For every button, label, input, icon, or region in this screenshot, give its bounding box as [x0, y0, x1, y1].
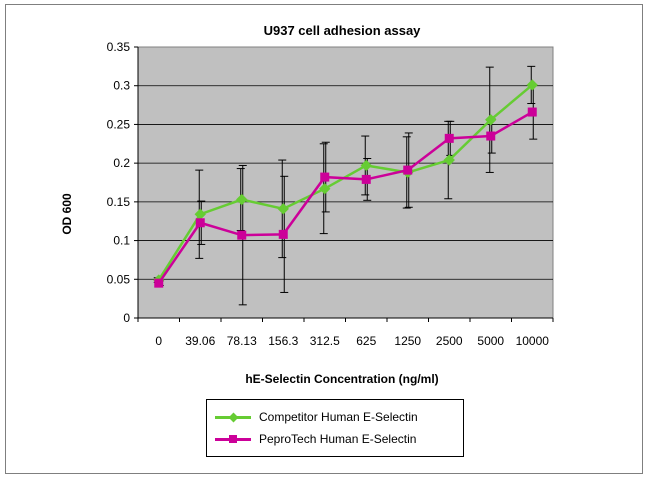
chart-svg: U937 cell adhesion assay OD 600 hE-Selec…: [60, 23, 554, 386]
x-tick-label: 312.5: [310, 334, 340, 348]
y-tick-label: 0.15: [107, 195, 131, 209]
legend-entry-competitor: Competitor Human E-Selectin: [213, 408, 418, 426]
x-tick-label: 625: [356, 334, 376, 348]
x-tick-label: 0: [155, 334, 162, 348]
y-tick-label: 0.1: [113, 234, 130, 248]
x-axis-label: hE-Selectin Concentration (ng/ml): [245, 372, 438, 386]
x-tick-label: 2500: [436, 334, 463, 348]
legend-label-competitor: Competitor Human E-Selectin: [259, 410, 418, 424]
data-point: [527, 107, 537, 117]
legend-swatch-competitor: [213, 408, 253, 426]
legend-label-peprotech: PeproTech Human E-Selectin: [259, 432, 417, 446]
y-tick-label: 0.3: [113, 79, 130, 93]
data-point: [444, 133, 454, 143]
data-point: [236, 193, 248, 206]
chart-frame: U937 cell adhesion assay OD 600 hE-Selec…: [5, 4, 643, 474]
data-point: [154, 278, 164, 288]
chart-legend: Competitor Human E-Selectin PeproTech Hu…: [206, 399, 464, 457]
x-tick-label: 156.3: [268, 334, 298, 348]
y-tick-label: 0.25: [107, 117, 131, 131]
data-point: [277, 203, 289, 215]
x-tick-label: 39.06: [185, 334, 215, 348]
data-point: [360, 159, 372, 172]
x-tick-label: 1250: [394, 334, 421, 348]
y-axis-label: OD 600: [60, 193, 74, 235]
legend-entry-peprotech: PeproTech Human E-Selectin: [213, 430, 416, 448]
data-point: [486, 131, 496, 141]
data-point: [319, 182, 331, 195]
data-point: [195, 218, 205, 228]
legend-swatch-peprotech: [213, 430, 253, 448]
y-tick-label: 0.05: [107, 272, 131, 286]
plot-area: [137, 46, 554, 319]
data-point: [237, 230, 247, 240]
y-tick-label: 0.35: [107, 40, 131, 54]
y-tick-label: 0: [123, 311, 130, 325]
series-line-1: [157, 110, 533, 284]
data-point: [526, 79, 538, 91]
y-tick-label: 0.2: [113, 156, 130, 170]
data-point: [278, 229, 288, 239]
x-tick-label: 10000: [516, 334, 550, 348]
data-point: [443, 154, 455, 166]
data-point: [403, 165, 413, 175]
data-point: [361, 174, 371, 184]
x-tick-label: 78.13: [227, 334, 257, 348]
data-point: [485, 114, 497, 126]
x-tick-label: 5000: [477, 334, 504, 348]
chart-title: U937 cell adhesion assay: [264, 23, 422, 38]
data-point: [320, 172, 330, 182]
